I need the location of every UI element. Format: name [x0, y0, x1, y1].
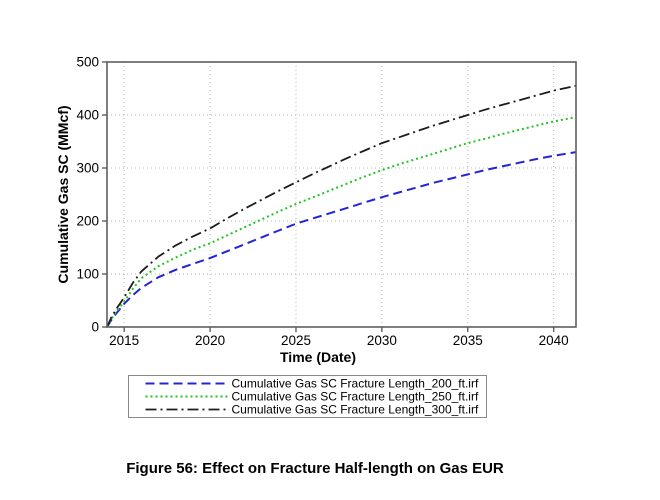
legend-box: Cumulative Gas SC Fracture Length_200_ft…	[128, 375, 487, 418]
x-axis-title: Time (Date)	[280, 349, 356, 365]
y-tick-label: 0	[91, 320, 99, 335]
legend-label: Cumulative Gas SC Fracture Length_250_ft…	[232, 390, 479, 404]
y-tick-label: 400	[76, 108, 99, 123]
y-tick-label: 100	[76, 267, 99, 282]
y-tick-label: 300	[76, 161, 99, 176]
legend-item: Cumulative Gas SC Fracture Length_250_ft…	[145, 390, 479, 404]
x-tick-label: 2015	[109, 333, 139, 348]
legend-item: Cumulative Gas SC Fracture Length_300_ft…	[145, 403, 479, 417]
series-line-1	[106, 116, 577, 328]
y-tick-label: 200	[76, 214, 99, 229]
x-tick-label: 2020	[195, 333, 225, 348]
series-line-0	[106, 151, 577, 328]
legend-item: Cumulative Gas SC Fracture Length_200_ft…	[145, 377, 479, 391]
legend-label: Cumulative Gas SC Fracture Length_300_ft…	[232, 403, 479, 417]
legend-label: Cumulative Gas SC Fracture Length_200_ft…	[232, 377, 479, 391]
chart-canvas: 2015 2020 2025 2030 2035 2040 0 100 200 300 400 500…	[55, 55, 577, 418]
x-tick-label: 2025	[281, 333, 311, 348]
figure-caption: Figure 56: Effect on Fracture Half-lengt…	[126, 460, 504, 477]
series-line-2	[106, 84, 577, 328]
x-tick-label: 2040	[539, 333, 569, 348]
plot-border	[106, 61, 577, 328]
x-tick-label: 2035	[453, 333, 483, 348]
y-axis-title: Cumulative Gas SC (MMcf)	[55, 105, 71, 283]
y-tick-label: 500	[76, 55, 99, 70]
x-tick-label: 2030	[367, 333, 397, 348]
